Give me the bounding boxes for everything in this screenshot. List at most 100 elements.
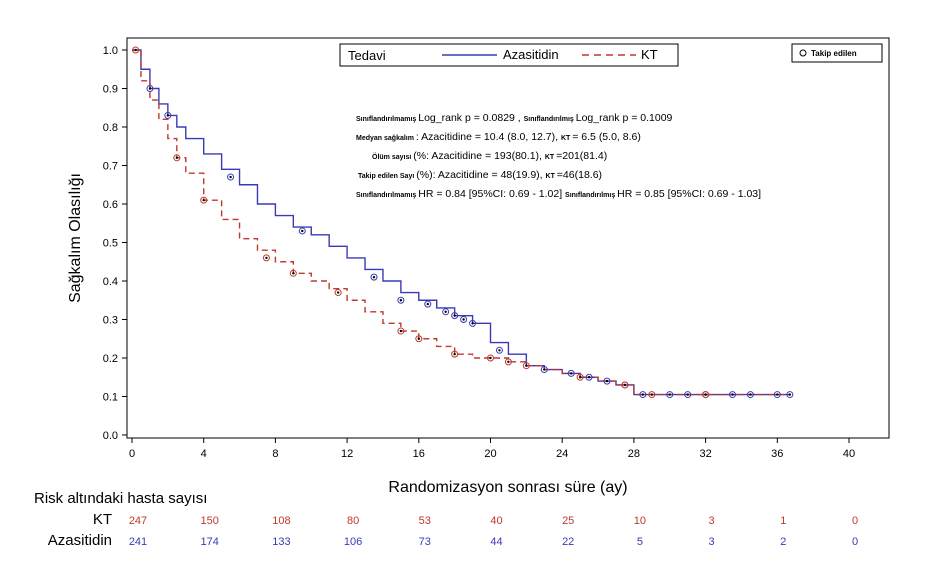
- censor-mark-kt: [621, 381, 629, 389]
- risk-table-title: Risk altındaki hasta sayısı: [34, 490, 207, 507]
- y-tick-label: 0.1: [103, 392, 118, 404]
- censor-mark-azasitidin: [666, 391, 674, 399]
- series-line-azasitidin: [132, 49, 790, 396]
- annotation-line: Sınıflandırılmamış HR = 0.84 [95%CI: 0.6…: [356, 188, 761, 200]
- annotation-line: Sınıflandırılmamış Log_rank p = 0.0829 ,…: [356, 112, 673, 124]
- censor-mark-azasitidin: [603, 377, 611, 385]
- risk-value: 22: [562, 536, 574, 548]
- censor-mark-kt: [522, 362, 530, 370]
- censor-mark-dot: [229, 175, 232, 179]
- y-tick-label: 0.6: [103, 199, 118, 211]
- censor-mark-kt: [648, 391, 656, 399]
- censor-mark-azasitidin: [639, 391, 647, 399]
- censor-mark-azasitidin: [746, 391, 754, 399]
- censor-mark-azasitidin: [164, 111, 172, 119]
- series-line-kt: [132, 49, 790, 396]
- censor-mark-kt: [289, 269, 297, 277]
- risk-value: 10: [634, 515, 646, 527]
- x-tick-label: 8: [272, 448, 278, 460]
- censor-mark-dot: [134, 48, 137, 52]
- censor-mark-dot: [749, 393, 752, 396]
- censor-mark-azasitidin: [397, 296, 405, 304]
- x-tick-label: 36: [771, 448, 783, 460]
- risk-value: 241: [129, 536, 147, 548]
- risk-value: 3: [709, 515, 715, 527]
- y-tick-label: 0.5: [103, 238, 118, 250]
- censor-mark-dot: [417, 337, 420, 340]
- censor-mark-dot: [623, 383, 627, 387]
- censor-legend: Takip edilen: [791, 43, 883, 63]
- censor-mark-dot: [641, 393, 645, 396]
- censor-mark-kt: [702, 391, 710, 399]
- censor-mark-dot: [399, 299, 403, 302]
- censor-mark-dot: [489, 356, 492, 360]
- x-tick-label: 24: [556, 448, 568, 460]
- censor-mark-kt: [397, 327, 405, 335]
- censor-mark-kt: [487, 354, 494, 362]
- risk-value: 25: [562, 515, 574, 527]
- censor-mark-dot: [399, 329, 403, 333]
- censor-mark-dot: [148, 87, 152, 90]
- risk-value: 174: [201, 536, 219, 548]
- x-tick-label: 32: [699, 448, 711, 460]
- censor-mark-dot: [776, 393, 779, 396]
- censor-mark-kt: [173, 154, 181, 162]
- y-tick-label: 0.7: [103, 161, 118, 173]
- censor-mark-dot: [202, 198, 205, 202]
- censor-mark-dot: [587, 376, 591, 379]
- censor-mark-dot: [175, 156, 179, 159]
- risk-value: 150: [201, 515, 219, 527]
- censor-mark-dot: [301, 229, 304, 233]
- risk-value: 5: [637, 536, 643, 548]
- y-tick-label: 0.9: [103, 84, 118, 96]
- censor-mark-azasitidin: [728, 391, 736, 399]
- censor-mark-kt: [200, 196, 208, 204]
- censor-mark-dot: [704, 393, 707, 396]
- y-tick-label: 0.2: [103, 353, 118, 365]
- risk-value: 2: [780, 536, 786, 548]
- legend-title: Tedavi: [348, 48, 386, 63]
- censor-mark-kt: [504, 358, 512, 366]
- y-tick-label: 0.3: [103, 315, 118, 327]
- censor-mark-azasitidin: [540, 366, 548, 374]
- censor-mark-azasitidin: [495, 346, 503, 354]
- censor-mark-dot: [444, 310, 447, 313]
- risk-value: 3: [709, 536, 715, 548]
- x-tick-label: 16: [413, 448, 425, 460]
- censor-mark-kt: [415, 335, 423, 343]
- censor-mark-azasitidin: [227, 173, 235, 181]
- risk-value: 73: [419, 536, 431, 548]
- censor-mark-azasitidin: [460, 316, 468, 323]
- censor-mark-dot: [336, 291, 340, 294]
- legend-label-azasitidin: Azasitidin: [503, 47, 559, 62]
- censor-mark-dot: [453, 352, 456, 356]
- x-axis-label: Randomizasyon sonrası süre (ay): [388, 479, 627, 496]
- risk-value: 0: [852, 515, 858, 527]
- censor-legend-box: [791, 43, 883, 63]
- censor-mark-dot: [498, 349, 501, 352]
- censor-mark-azasitidin: [146, 85, 154, 92]
- y-tick-label: 0.0: [103, 430, 118, 442]
- x-tick-label: 40: [843, 448, 855, 460]
- censor-mark-dot: [543, 368, 546, 371]
- risk-value: 53: [419, 515, 431, 527]
- censor-mark-azasitidin: [298, 227, 306, 235]
- censor-mark-azasitidin: [786, 391, 794, 399]
- censor-mark-dot: [471, 322, 474, 325]
- risk-value: 108: [272, 515, 290, 527]
- censor-mark-kt: [132, 46, 140, 54]
- censor-mark-kt: [451, 350, 459, 358]
- censor-mark-azasitidin: [469, 319, 477, 327]
- legend-label-kt: KT: [641, 47, 658, 62]
- risk-row-label: Azasitidin: [48, 532, 112, 549]
- censor-mark-azasitidin: [567, 369, 575, 377]
- censor-mark-azasitidin: [451, 312, 459, 320]
- risk-value: 44: [490, 536, 502, 548]
- censor-mark-dot: [731, 393, 734, 396]
- x-tick-label: 20: [484, 448, 496, 460]
- censor-mark-dot: [668, 393, 671, 396]
- censor-mark-dot: [788, 393, 792, 396]
- censor-mark-azasitidin: [442, 308, 450, 316]
- censor-mark-azasitidin: [773, 391, 781, 399]
